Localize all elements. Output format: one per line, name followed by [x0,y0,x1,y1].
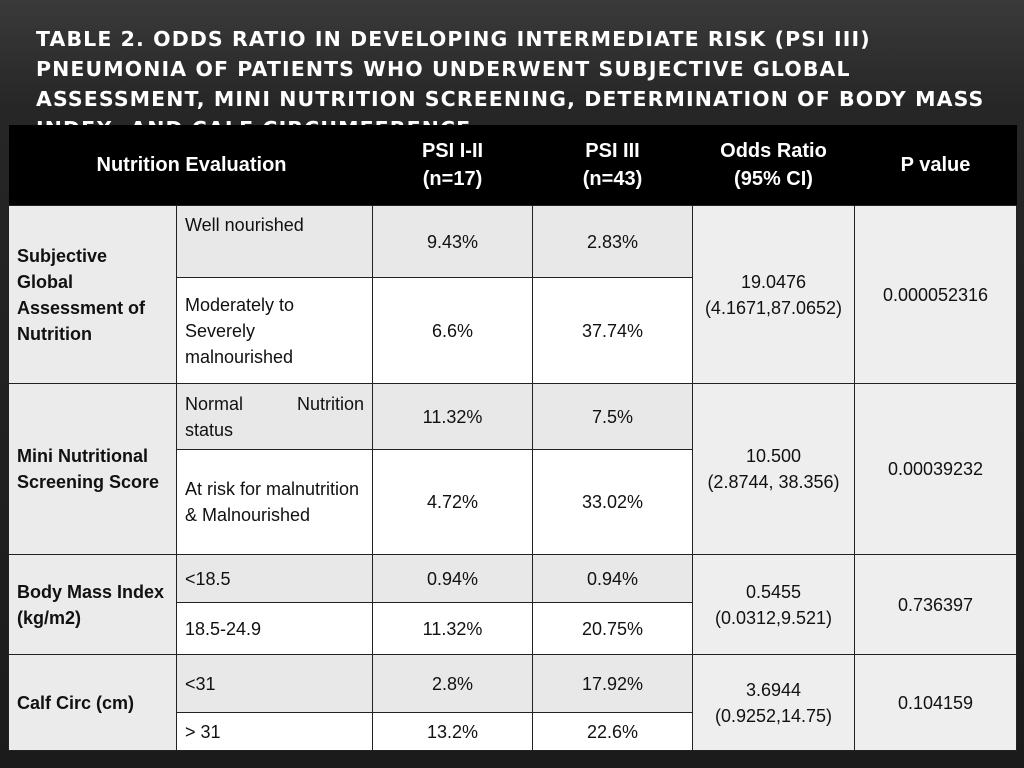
row-label: <31 [176,654,373,713]
table-row: 18.5-24.9 11.32% 20.75% [9,602,1017,655]
table-row: Body Mass Index (kg/m2) <18.5 0.94% 0.94… [8,554,1017,655]
odds-ratio-table: Nutrition Evaluation PSI I-II (n=17) PSI… [8,125,1017,751]
group-label-calf: Calf Circ (cm) [8,654,177,751]
table-row: Calf Circ (cm) <31 2.8% 17.92% 3.6944 (0… [8,654,1017,751]
row-label: At risk for malnutrition & Malnourished [176,449,373,555]
odds-ratio-cell: 3.6944 (0.9252,14.75) [692,654,855,751]
psi12-value: 13.2% [372,712,533,751]
psi12-value: 2.8% [372,654,533,713]
psi3-value: 7.5% [532,383,693,450]
row-label: > 31 [176,712,373,751]
odds-ratio-cell: 10.500 (2.8744, 38.356) [692,383,855,555]
group-label-bmi: Body Mass Index (kg/m2) [8,554,177,655]
psi3-value: 17.92% [532,654,693,713]
psi12-value: 11.32% [372,602,533,655]
psi3-value: 33.02% [532,449,693,555]
header-nutrition-evaluation: Nutrition Evaluation [8,125,373,206]
table-row: > 31 13.2% 22.6% [9,712,1017,751]
psi12-value: 9.43% [372,205,533,278]
p-value-cell: 0.104159 [854,654,1017,751]
header-p-value: P value [854,125,1017,206]
p-value-cell: 0.000052316 [854,205,1017,384]
psi3-value: 20.75% [532,602,693,655]
psi3-value: 22.6% [532,712,693,751]
psi3-value: 2.83% [532,205,693,278]
group-label-mna: Mini Nutritional Screening Score [8,383,177,555]
psi12-value: 0.94% [372,554,533,603]
p-value-cell: 0.00039232 [854,383,1017,555]
odds-ratio-cell: 0.5455 (0.0312,9.521) [692,554,855,655]
table-row: Moderately to Severely malnourished 6.6%… [9,277,1017,384]
row-label: Well nourished [176,205,373,278]
psi12-value: 4.72% [372,449,533,555]
row-label: 18.5-24.9 [176,602,373,655]
header-psi-3: PSI III (n=43) [532,125,693,206]
header-psi-1-2: PSI I-II (n=17) [372,125,533,206]
psi3-value: 37.74% [532,277,693,384]
row-label: Moderately to Severely malnourished [176,277,373,384]
header-odds-ratio: Odds Ratio (95% CI) [692,125,855,206]
table-row: Subjective Global Assessment of Nutritio… [8,205,1017,384]
psi3-value: 0.94% [532,554,693,603]
row-label: Normal Nutrition status [176,383,373,450]
page-title: Table 2. Odds Ratio in Developing Interm… [36,27,985,141]
odds-ratio-cell: 19.0476 (4.1671,87.0652) [692,205,855,384]
table-row: Mini Nutritional Screening Score Normal … [8,383,1017,555]
psi12-value: 11.32% [372,383,533,450]
table-header-row: Nutrition Evaluation PSI I-II (n=17) PSI… [8,125,1017,206]
p-value-cell: 0.736397 [854,554,1017,655]
row-label: <18.5 [176,554,373,603]
psi12-value: 6.6% [372,277,533,384]
group-label-sga: Subjective Global Assessment of Nutritio… [8,205,177,384]
table-row: At risk for malnutrition & Malnourished … [9,449,1017,555]
